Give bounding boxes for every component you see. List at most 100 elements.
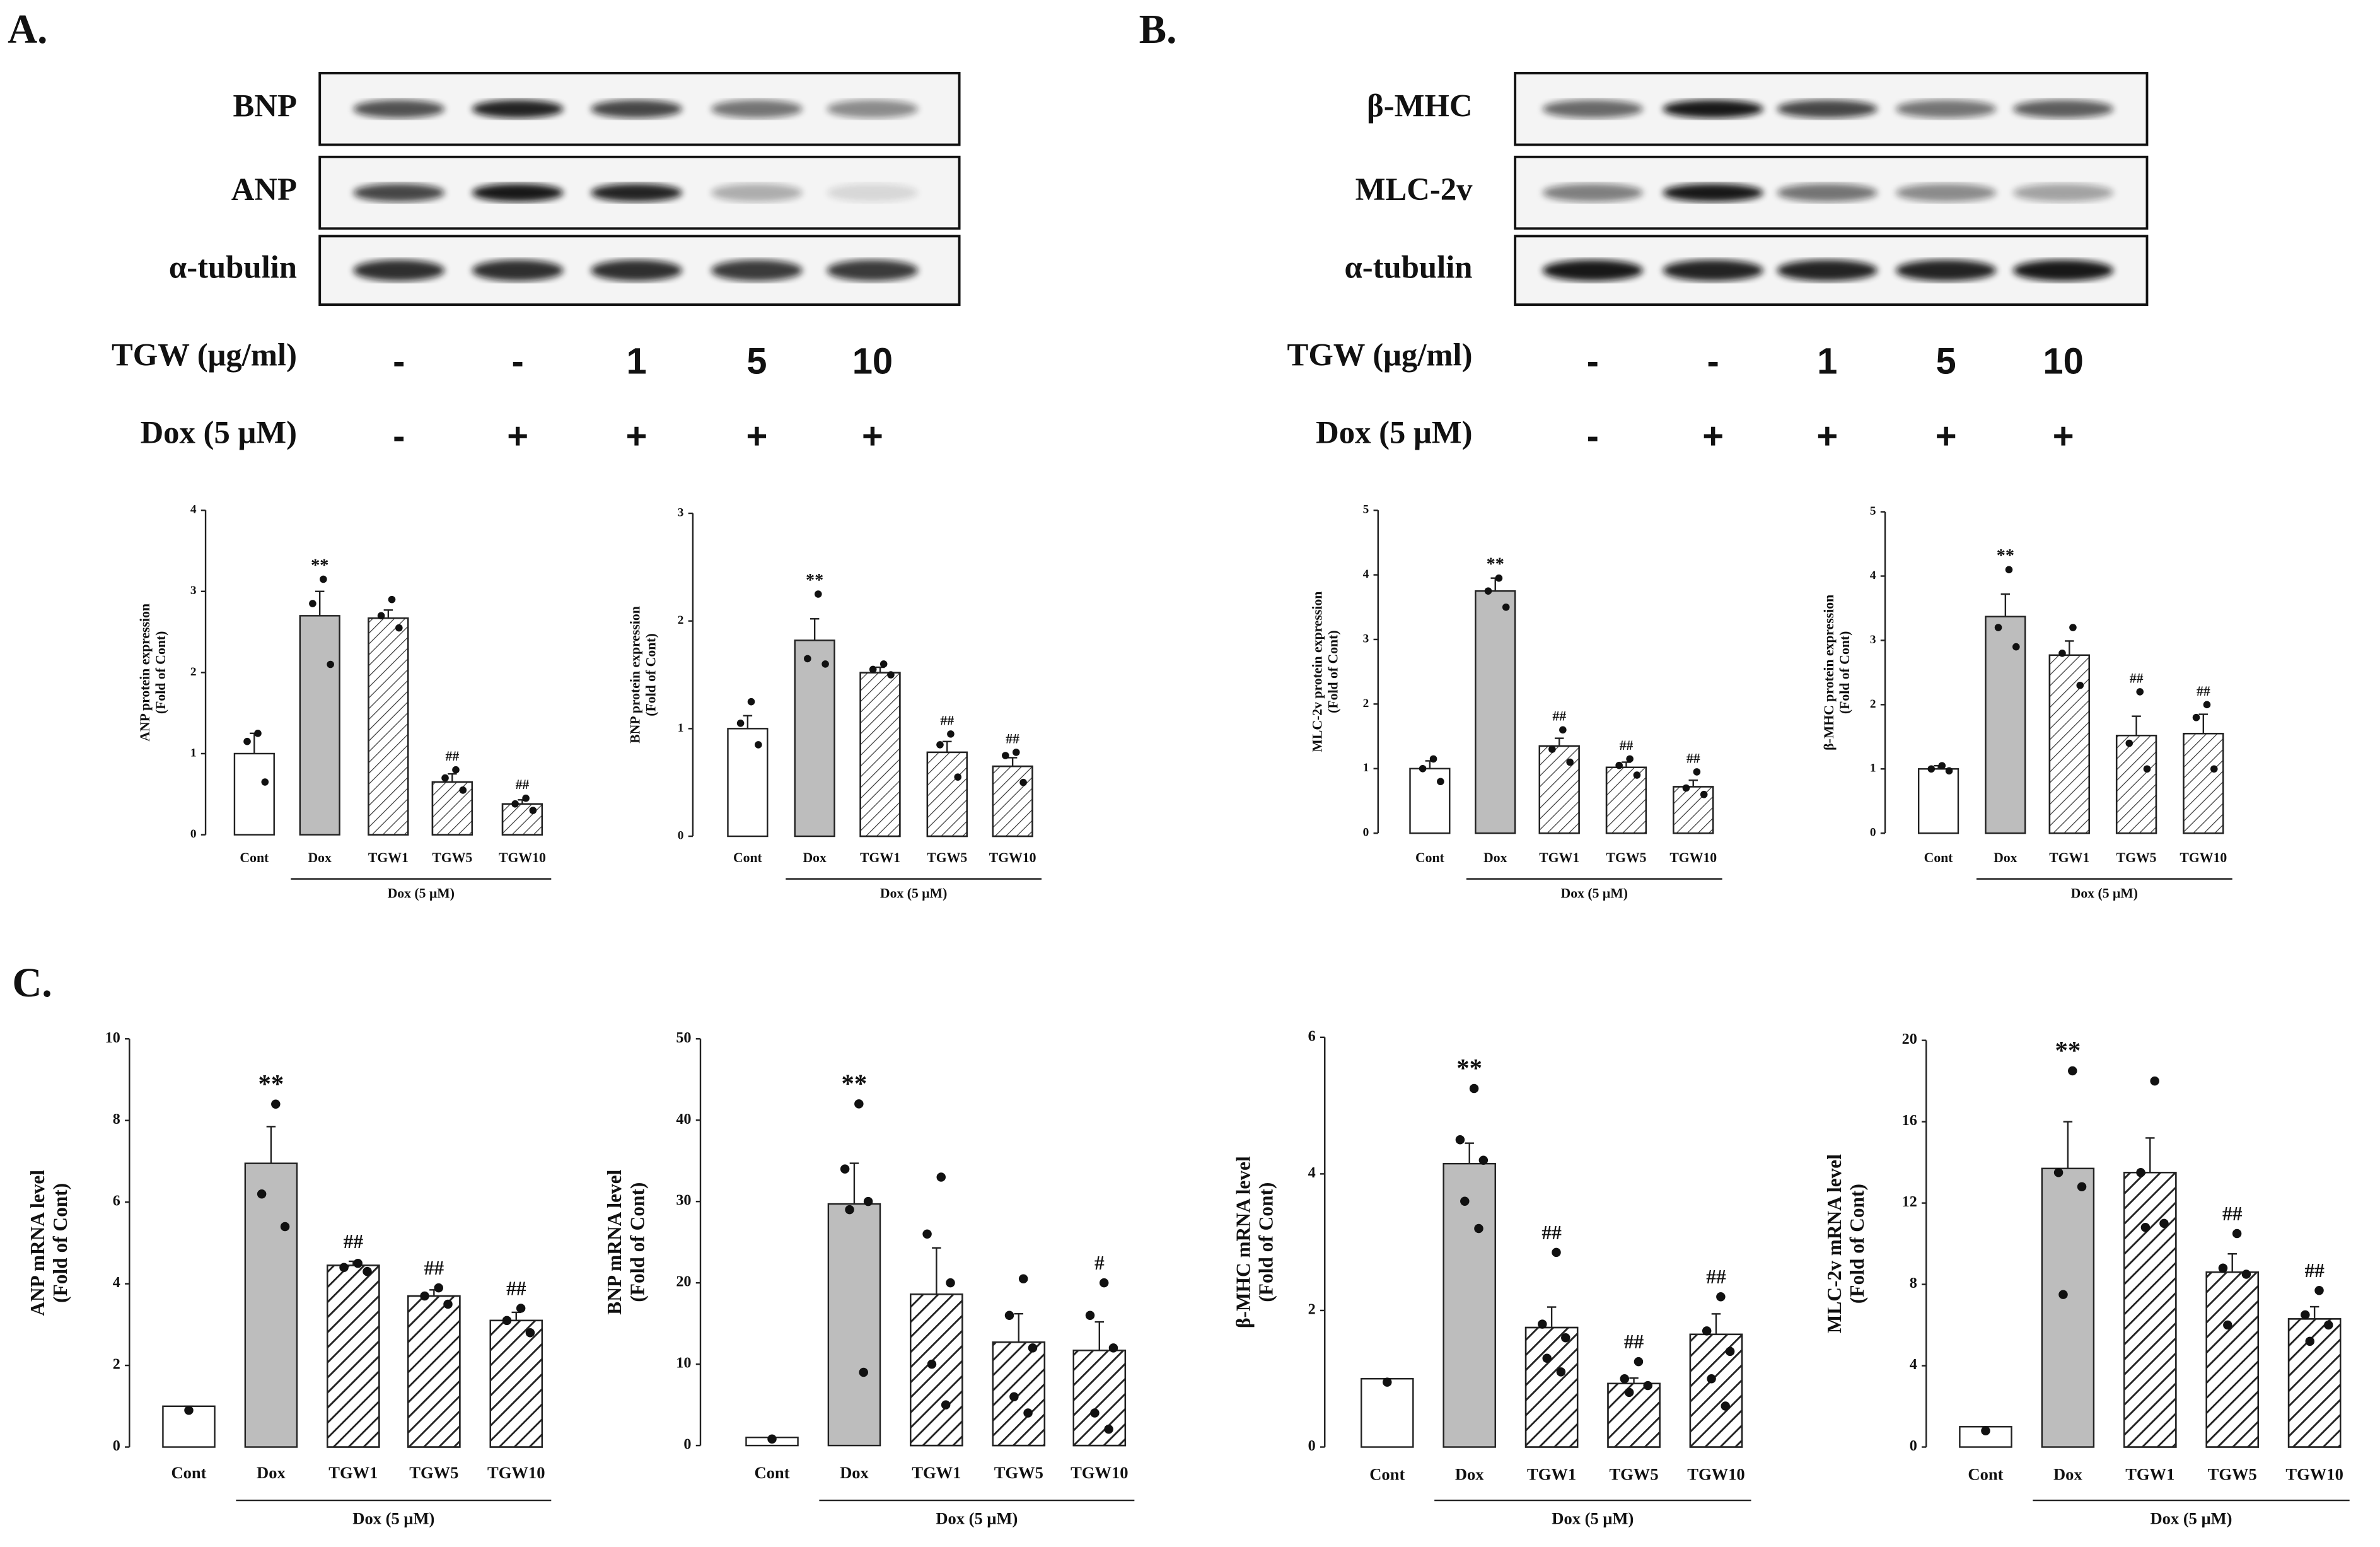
significance-mark: ## [1624,1331,1644,1353]
category-label: Cont [733,850,763,865]
data-point [327,660,334,668]
y-tick-label: 50 [676,1029,691,1046]
bar-hatch [407,1295,461,1448]
data-point [1721,1401,1730,1411]
category-label: Dox [803,850,827,865]
data-point [459,786,467,794]
blot-band [2012,184,2114,202]
data-point [280,1222,290,1232]
y-tick-label: 20 [1902,1030,1917,1048]
y-axis-label-line: MLC-2v protein expression [1310,592,1325,752]
data-point [1085,1311,1095,1320]
category-label: TGW10 [989,850,1036,865]
data-point [821,660,829,668]
y-axis-label-line: (Fold of Cont) [49,1183,71,1303]
blot-band [827,184,919,202]
data-point [2076,681,2084,689]
data-point [525,1328,535,1338]
data-point [2305,1336,2315,1346]
bar-hatch [2183,732,2224,834]
data-point [1981,1426,1990,1435]
data-point [804,655,811,663]
data-point [755,741,762,749]
data-point [2058,1290,2068,1299]
blot-band [1542,184,1644,202]
data-point [2218,1263,2228,1273]
data-point [2058,649,2066,657]
data-point [2301,1310,2310,1320]
data-point [2068,1066,2077,1076]
category-label: TGW1 [328,1463,378,1482]
data-point [2324,1320,2333,1330]
category-label: Cont [171,1463,206,1482]
data-point [1090,1408,1100,1418]
category-label: TGW1 [860,850,900,865]
blot-band [1663,259,1763,281]
y-tick-label: 3 [678,506,684,519]
tgw-dose: 5 [746,342,767,382]
significance-mark: ## [1541,1222,1562,1244]
category-label: TGW5 [2116,850,2157,865]
tgw-dose: - [1587,342,1599,382]
data-point [353,1258,363,1268]
data-point [2210,765,2218,773]
data-point [1419,764,1427,773]
data-point [840,1164,850,1174]
data-point [946,1278,955,1288]
data-point [2069,624,2077,631]
bar [827,1203,881,1447]
significance-mark: ## [2222,1203,2243,1225]
y-tick-label: 2 [1870,698,1876,711]
bar-hatch [2287,1318,2342,1448]
dox-sign: + [2053,416,2074,457]
category-label: TGW1 [1539,850,1579,865]
data-point [1455,1135,1465,1145]
data-point [1615,761,1623,769]
data-point [1012,749,1020,756]
dox-sign: + [507,416,528,457]
blot-band [711,100,803,119]
blot-band [591,100,683,119]
group-label: Dox (5 μM) [1561,886,1628,901]
y-tick-label: 3 [190,584,197,597]
data-point [261,778,269,786]
bar-hatch [489,1319,543,1448]
blot-band [1663,100,1763,119]
y-tick-label: 1 [678,721,684,735]
category-label: Cont [1924,850,1954,865]
blot-band [472,184,564,202]
category-label: Cont [1415,850,1445,865]
y-axis-label-line: (Fold of Cont) [1837,631,1852,715]
blot-band [1777,184,1878,202]
bar [233,752,275,836]
category-label: TGW10 [499,850,546,865]
blot-band [827,100,919,119]
data-point [1028,1343,1038,1353]
bar-hatch [2048,654,2090,834]
y-tick-label: 6 [113,1193,120,1210]
category-label: TGW10 [2285,1464,2343,1483]
panel-label: B. [1139,7,1177,52]
y-tick-label: 1 [1870,762,1876,775]
category-label: Dox [840,1463,869,1482]
significance-mark: ## [344,1230,364,1252]
data-point [2150,1076,2159,1086]
data-point [2143,765,2151,773]
data-point [257,1189,267,1199]
y-axis-label-line: ANP mRNA level [26,1170,49,1316]
data-point [377,612,385,620]
blot-band [472,100,564,119]
group-label: Dox (5 μM) [936,1509,1018,1528]
y-tick-label: 0 [190,827,197,841]
data-point [2314,1285,2324,1295]
significance-mark: ## [445,749,459,764]
bar-chart: 0 1 2 3 4 5 MLC-2v protein expression(Fold of … [1310,503,1722,901]
significance-mark: ## [2130,670,2144,686]
data-point [1460,1196,1470,1206]
y-tick-label: 5 [1363,503,1369,517]
significance-mark: ## [516,777,530,792]
bar-hatch [368,617,409,836]
y-tick-label: 4 [1308,1164,1316,1181]
tgw-dose: 1 [1817,342,1837,382]
